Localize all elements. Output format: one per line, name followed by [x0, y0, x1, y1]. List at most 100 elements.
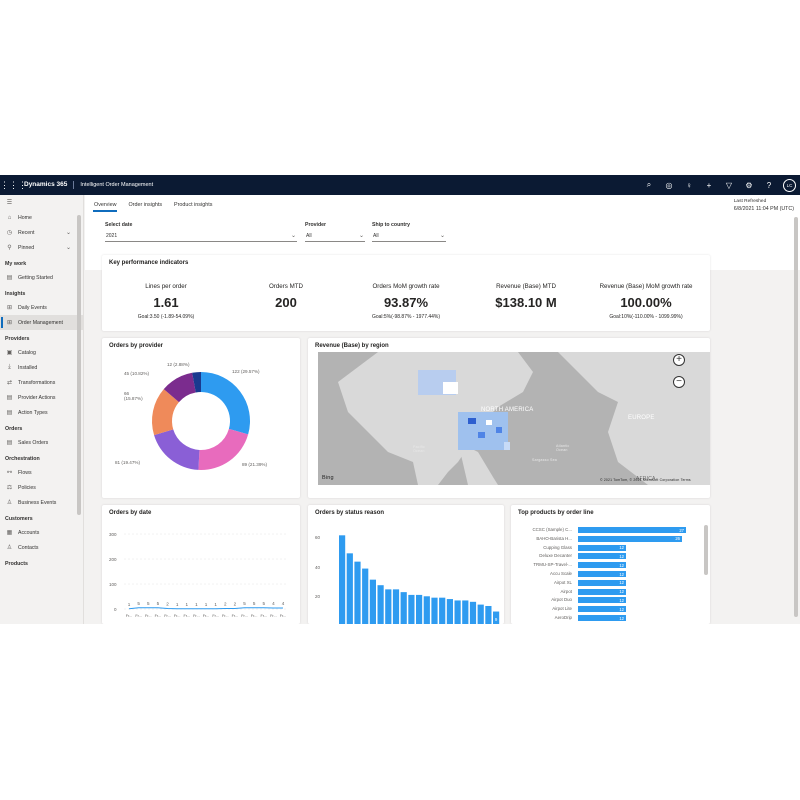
sidebar-item-action-types[interactable]: ▤ Action Types	[0, 405, 83, 420]
bar[interactable]	[578, 535, 682, 542]
zoom-in-button[interactable]: +	[673, 354, 685, 366]
bar[interactable]	[485, 605, 492, 624]
lightbulb-icon[interactable]: ♀	[686, 180, 692, 190]
help-icon[interactable]: ?	[766, 180, 772, 190]
date-dropdown[interactable]: 2021 ⌄	[105, 233, 297, 242]
bar[interactable]	[439, 597, 446, 624]
sidebar-item-order-management[interactable]: ⊞ Order Management	[0, 315, 83, 330]
bar[interactable]	[578, 597, 626, 604]
chevron-down-icon[interactable]: ⌄	[65, 245, 71, 251]
gear-icon[interactable]: ⚙	[745, 180, 753, 190]
bar[interactable]	[578, 588, 626, 595]
zoom-out-button[interactable]: −	[673, 376, 685, 388]
bar[interactable]	[416, 594, 423, 624]
kpi-goal: Goal:5%(-98.87% - 1977.44%)	[371, 314, 441, 320]
provider-dropdown[interactable]: All ⌄	[305, 233, 365, 242]
status-bar-chart[interactable]: 9	[308, 505, 504, 624]
filter-icon[interactable]: ▽	[725, 180, 733, 190]
target-icon[interactable]: ◎	[665, 180, 673, 190]
category-label: Airpot XL	[553, 579, 572, 585]
y-tick: 100	[109, 582, 117, 587]
region-map[interactable]: NORTH AMERICA EUROPE AFRICA Pacific Ocea…	[318, 352, 710, 485]
sidebar-item-flows[interactable]: ⚯ Flows	[0, 465, 83, 480]
bar[interactable]	[578, 553, 626, 560]
donut-chart[interactable]	[102, 338, 300, 498]
waffle-icon[interactable]: ⋮⋮⋮	[0, 179, 27, 190]
chart-scrollbar[interactable]	[704, 525, 708, 575]
kpi-card: Key performance indicators Lines per ord…	[102, 255, 710, 331]
chevron-down-icon[interactable]: ⌄	[65, 230, 71, 236]
bar[interactable]	[469, 601, 477, 624]
sidebar-scrollbar[interactable]	[77, 215, 81, 515]
sidebar-item-installed[interactable]: ⤓ Installed	[0, 360, 83, 375]
bar[interactable]	[423, 596, 430, 624]
sidebar-item-pinned[interactable]: ⚲ Pinned ⌄	[0, 240, 83, 255]
donut-slice[interactable]	[201, 372, 251, 435]
bar[interactable]	[385, 589, 392, 624]
bar[interactable]	[377, 585, 384, 624]
main-scrollbar[interactable]	[794, 217, 798, 617]
map-copyright[interactable]: © 2021 TomTom, © 2021 Microsoft Corporat…	[600, 478, 691, 482]
bar[interactable]	[493, 611, 500, 624]
series-line[interactable]	[128, 607, 283, 610]
sidebar-item-policies[interactable]: ⚖ Policies	[0, 480, 83, 495]
donut-slice[interactable]	[198, 428, 249, 470]
revenue-map-card: Revenue (Base) by region NORTH AMERICA	[308, 338, 710, 498]
main-content: Overview Order insights Product insights…	[85, 195, 800, 624]
donut-slice[interactable]	[163, 372, 196, 403]
hamburger-menu[interactable]: ☰	[0, 195, 83, 210]
document-icon: ▤	[6, 275, 13, 281]
bar[interactable]	[446, 599, 453, 624]
bar[interactable]	[477, 604, 484, 624]
app-name[interactable]: Intelligent Order Management	[80, 182, 154, 188]
sidebar-item-sales-orders[interactable]: ▤ Sales Orders	[0, 435, 83, 450]
sidebar-item-provider-actions[interactable]: ▤ Provider Actions	[0, 390, 83, 405]
filter-country: Ship to country All ⌄	[372, 222, 446, 242]
sidebar-item-daily-events[interactable]: ⊞ Daily Events	[0, 300, 83, 315]
sidebar-item-accounts[interactable]: ▦ Accounts	[0, 525, 83, 540]
data-label: 1	[176, 602, 179, 607]
bar[interactable]	[578, 527, 686, 533]
sidebar-item-recent[interactable]: ◷ Recent ⌄	[0, 225, 83, 240]
line-chart[interactable]: 1 Fr... 5 Fr... 5 Fr... 5 Fr... 2 Fr... 1 Fr... 1 Fr.…	[102, 505, 300, 624]
bar[interactable]	[400, 592, 407, 624]
sidebar-item-label: Home	[18, 214, 32, 221]
bar[interactable]	[362, 568, 369, 624]
brand-name[interactable]: Dynamics 365	[20, 181, 75, 189]
bar[interactable]	[392, 589, 400, 624]
donut-slice[interactable]	[192, 372, 201, 393]
tab-product-insights[interactable]: Product insights	[174, 201, 213, 208]
bar[interactable]	[578, 579, 626, 586]
search-icon[interactable]: ⌕	[646, 180, 652, 189]
bar[interactable]	[578, 562, 626, 569]
bar[interactable]	[354, 561, 361, 624]
avatar[interactable]: LC	[783, 178, 796, 192]
data-label: 5	[262, 601, 265, 606]
x-tick-label: Fr...	[212, 614, 219, 618]
sidebar-item-catalog[interactable]: ▣ Catalog	[0, 345, 83, 360]
bar[interactable]	[462, 600, 469, 624]
bar[interactable]	[339, 535, 346, 624]
bar[interactable]	[578, 571, 626, 577]
sidebar-item-transformations[interactable]: ⇄ Transformations	[0, 375, 83, 390]
sidebar-item-getting-started[interactable]: ▤ Getting Started	[0, 270, 83, 285]
sidebar-item-contacts[interactable]: ♙ Contacts	[0, 540, 83, 555]
bar[interactable]	[578, 544, 626, 551]
bar[interactable]	[408, 594, 415, 624]
bar[interactable]	[369, 579, 376, 624]
kpi-revenue-mtd: Revenue (Base) MTD $138.10 M	[466, 283, 586, 310]
bar[interactable]	[578, 606, 626, 613]
data-label: 12	[619, 553, 624, 559]
tab-order-insights[interactable]: Order insights	[128, 201, 163, 208]
country-dropdown[interactable]: All ⌄	[372, 233, 446, 242]
donut-slice[interactable]	[152, 389, 179, 436]
plus-icon[interactable]: +	[706, 180, 712, 190]
tab-overview[interactable]: Overview	[93, 198, 118, 212]
bar[interactable]	[454, 600, 461, 624]
donut-slice[interactable]	[154, 429, 200, 470]
bar[interactable]	[346, 553, 353, 624]
sidebar-item-business-events[interactable]: ♙ Business Events	[0, 495, 83, 510]
bar[interactable]	[578, 615, 626, 621]
sidebar-item-home[interactable]: ⌂ Home	[0, 210, 83, 225]
bar[interactable]	[431, 597, 438, 624]
